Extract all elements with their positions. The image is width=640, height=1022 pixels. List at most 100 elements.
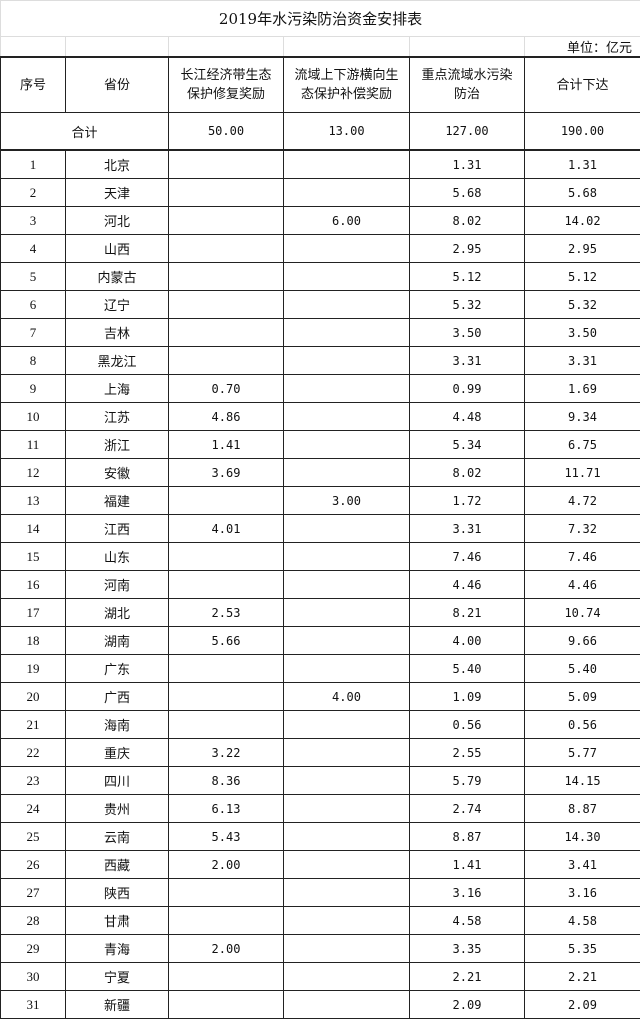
empty-cell	[65, 36, 169, 58]
cell-yangtze	[168, 990, 284, 1019]
cell-yangtze: 5.43	[168, 822, 284, 851]
cell-sum: 3.31	[524, 346, 640, 375]
cell-key-basin: 2.09	[409, 990, 525, 1019]
cell-seq: 4	[0, 234, 66, 263]
cell-sum: 1.69	[524, 374, 640, 403]
table-row: 9 上海 0.70 0.99 1.69	[0, 374, 640, 403]
cell-key-basin: 1.72	[409, 486, 525, 515]
table-title: 2019年水污染防治资金安排表	[0, 0, 640, 37]
cell-province: 宁夏	[65, 962, 169, 991]
cell-yangtze	[168, 486, 284, 515]
cell-sum: 10.74	[524, 598, 640, 627]
cell-key-basin: 0.56	[409, 710, 525, 739]
cell-yangtze	[168, 542, 284, 571]
total-label: 合计	[0, 112, 169, 151]
cell-seq: 8	[0, 346, 66, 375]
cell-seq: 7	[0, 318, 66, 347]
table-row: 6 辽宁 5.32 5.32	[0, 290, 640, 319]
unit-row: 单位：亿元	[0, 36, 640, 58]
cell-basin: 6.00	[283, 206, 410, 235]
cell-yangtze	[168, 710, 284, 739]
cell-yangtze	[168, 878, 284, 907]
table-row: 14 江西 4.01 3.31 7.32	[0, 514, 640, 543]
table-row: 30 宁夏 2.21 2.21	[0, 962, 640, 991]
cell-basin	[283, 654, 410, 683]
cell-seq: 29	[0, 934, 66, 963]
cell-basin	[283, 514, 410, 543]
cell-province: 甘肃	[65, 906, 169, 935]
cell-province: 广东	[65, 654, 169, 683]
cell-province: 四川	[65, 766, 169, 795]
cell-key-basin: 3.31	[409, 514, 525, 543]
cell-key-basin: 1.41	[409, 850, 525, 879]
cell-province: 河北	[65, 206, 169, 235]
table-row: 15 山东 7.46 7.46	[0, 542, 640, 571]
cell-sum: 0.56	[524, 710, 640, 739]
cell-seq: 6	[0, 290, 66, 319]
title-row: 2019年水污染防治资金安排表	[0, 0, 640, 37]
cell-sum: 7.46	[524, 542, 640, 571]
cell-seq: 23	[0, 766, 66, 795]
cell-basin	[283, 626, 410, 655]
cell-sum: 4.58	[524, 906, 640, 935]
cell-province: 吉林	[65, 318, 169, 347]
cell-sum: 3.16	[524, 878, 640, 907]
cell-province: 黑龙江	[65, 346, 169, 375]
cell-seq: 19	[0, 654, 66, 683]
cell-sum: 1.31	[524, 149, 640, 179]
cell-seq: 27	[0, 878, 66, 907]
cell-province: 西藏	[65, 850, 169, 879]
cell-key-basin: 8.02	[409, 206, 525, 235]
table-row: 8 黑龙江 3.31 3.31	[0, 346, 640, 375]
cell-yangtze: 5.66	[168, 626, 284, 655]
cell-key-basin: 2.74	[409, 794, 525, 823]
cell-basin	[283, 542, 410, 571]
cell-key-basin: 1.09	[409, 682, 525, 711]
cell-province: 云南	[65, 822, 169, 851]
cell-basin	[283, 710, 410, 739]
cell-key-basin: 2.95	[409, 234, 525, 263]
cell-province: 北京	[65, 149, 169, 179]
cell-key-basin: 3.16	[409, 878, 525, 907]
header-seq: 序号	[0, 56, 66, 113]
cell-seq: 15	[0, 542, 66, 571]
cell-province: 湖南	[65, 626, 169, 655]
cell-yangtze	[168, 178, 284, 207]
table-row: 20 广西 4.00 1.09 5.09	[0, 682, 640, 711]
cell-seq: 16	[0, 570, 66, 599]
cell-key-basin: 4.46	[409, 570, 525, 599]
cell-seq: 2	[0, 178, 66, 207]
cell-sum: 2.21	[524, 962, 640, 991]
table-row: 2 天津 5.68 5.68	[0, 178, 640, 207]
cell-key-basin: 3.35	[409, 934, 525, 963]
cell-seq: 1	[0, 149, 66, 179]
table-row: 13 福建 3.00 1.72 4.72	[0, 486, 640, 515]
cell-key-basin: 0.99	[409, 374, 525, 403]
table-row: 18 湖南 5.66 4.00 9.66	[0, 626, 640, 655]
table-row: 7 吉林 3.50 3.50	[0, 318, 640, 347]
cell-province: 广西	[65, 682, 169, 711]
cell-yangtze: 8.36	[168, 766, 284, 795]
cell-seq: 22	[0, 738, 66, 767]
cell-basin	[283, 346, 410, 375]
cell-seq: 31	[0, 990, 66, 1019]
table-row: 5 内蒙古 5.12 5.12	[0, 262, 640, 291]
cell-province: 海南	[65, 710, 169, 739]
header-yangtze: 长江经济带生态保护修复奖励	[168, 56, 284, 113]
table-row: 16 河南 4.46 4.46	[0, 570, 640, 599]
cell-seq: 5	[0, 262, 66, 291]
table-row: 27 陕西 3.16 3.16	[0, 878, 640, 907]
unit-label: 单位：亿元	[524, 36, 640, 58]
total-yangtze: 50.00	[168, 112, 284, 151]
cell-yangtze: 6.13	[168, 794, 284, 823]
cell-sum: 5.32	[524, 290, 640, 319]
cell-seq: 24	[0, 794, 66, 823]
cell-basin	[283, 178, 410, 207]
cell-basin	[283, 794, 410, 823]
cell-basin	[283, 598, 410, 627]
cell-key-basin: 5.32	[409, 290, 525, 319]
cell-sum: 2.09	[524, 990, 640, 1019]
cell-yangtze: 1.41	[168, 430, 284, 459]
cell-sum: 11.71	[524, 458, 640, 487]
cell-sum: 5.09	[524, 682, 640, 711]
